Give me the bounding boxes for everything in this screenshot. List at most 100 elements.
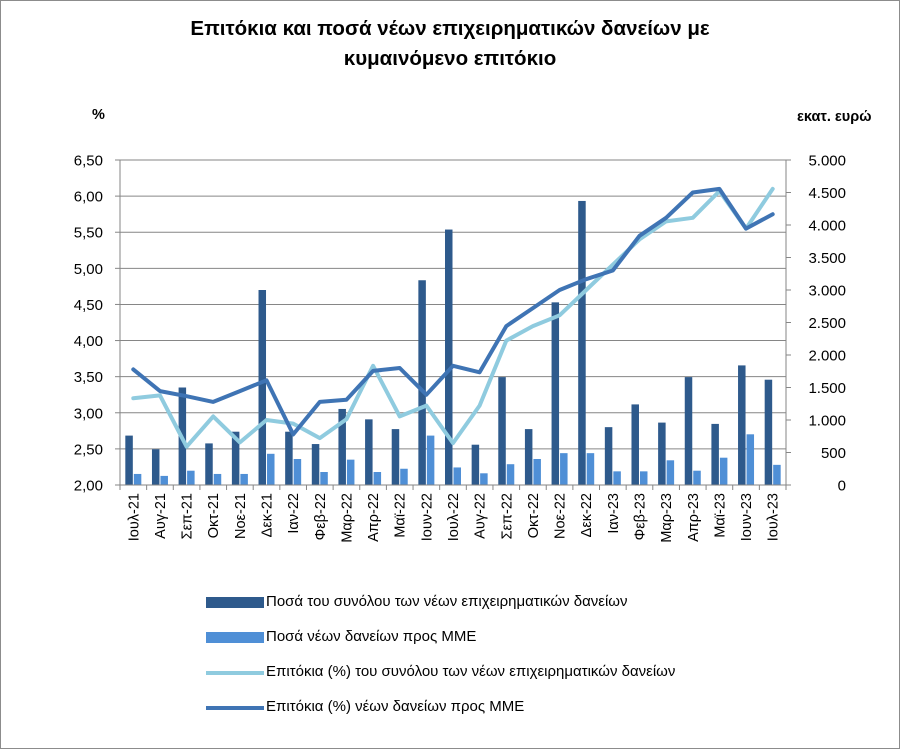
bar-sme-amount — [240, 473, 248, 485]
x-tick-label: Ιαν-23 — [606, 493, 622, 534]
bar-total-amount — [684, 377, 693, 485]
bar-total-amount — [471, 444, 480, 485]
bar-total-amount — [658, 422, 666, 485]
x-tick-label: Ιουν-22 — [419, 493, 435, 541]
x-tick-label: Ιουν-23 — [739, 493, 755, 541]
left-axis-unit: % — [92, 107, 105, 123]
x-tick-label: Οκτ-21 — [206, 493, 222, 538]
bar-total-amount — [338, 408, 346, 485]
x-tick-label: Απρ-23 — [686, 493, 702, 542]
bar-sme-amount — [506, 464, 515, 485]
bar-total-amount — [418, 280, 426, 485]
bar-sme-amount — [746, 434, 755, 485]
legend-label-total-rate: Επιτόκια (%) του συνόλου των νέων επιχει… — [266, 663, 676, 680]
x-tick-label: Δεκ-21 — [260, 493, 276, 537]
bar-total-amount — [391, 429, 400, 485]
bar-total-amount — [151, 449, 160, 485]
bar-total-amount — [738, 365, 746, 485]
bar-total-amount — [524, 429, 533, 485]
left-tick-label: 2,00 — [74, 478, 103, 495]
right-tick-label: 2.000 — [808, 348, 846, 365]
chart-plot-area: 2,00 2,50 3,00 3,50 4,00 4,50 5,00 5,50 6,00 6,50… — [74, 153, 846, 543]
bar-sme-amount — [613, 471, 621, 485]
x-tick-label: Απρ-22 — [366, 493, 382, 542]
legend-swatch-sme-amount — [206, 632, 264, 643]
bar-sme-amount — [320, 472, 328, 485]
bar-total-amount — [578, 200, 586, 485]
x-tick-label: Μαϊ-22 — [393, 493, 409, 538]
bar-sme-amount — [639, 471, 648, 485]
bar-sme-amount — [160, 475, 168, 485]
x-tick-label: Οκτ-22 — [526, 493, 542, 538]
bar-sme-amount — [533, 459, 541, 485]
chart-title-line-2: κυμαινόμενο επιτόκιο — [343, 47, 557, 70]
bar-sme-amount — [773, 464, 781, 485]
x-tick-label: Σεπ-22 — [499, 493, 515, 539]
bar-sme-amount — [453, 467, 461, 485]
bar-sme-amount — [133, 473, 142, 485]
bar-total-amount — [285, 431, 293, 485]
x-tick-label: Αυγ-22 — [473, 493, 489, 539]
x-tick-label: Μαρ-23 — [659, 493, 675, 543]
x-tick-label: Ιουλ-23 — [766, 493, 782, 541]
legend-label-total-amount: Ποσά του συνόλου των νέων επιχειρηματικώ… — [266, 593, 628, 610]
x-tick-label: Ιαν-22 — [286, 493, 302, 534]
right-tick-label: 500 — [821, 445, 846, 462]
bar-sme-amount — [560, 453, 568, 485]
left-tick-label: 4,50 — [74, 297, 103, 314]
bar-total-amount — [258, 290, 267, 485]
x-tick-label: Φεβ-22 — [313, 493, 329, 540]
legend-label-sme-amount: Ποσά νέων δανείων προς ΜΜΕ — [266, 628, 477, 645]
right-tick-label: 1.000 — [808, 413, 846, 430]
right-tick-label: 4.000 — [808, 218, 846, 235]
bar-sme-amount — [480, 473, 488, 485]
x-tick-label: Νοε-22 — [553, 493, 569, 539]
chart-title-line-1: Επιτόκια και ποσά νέων επιχειρηματικών δ… — [190, 17, 710, 40]
bar-total-amount — [445, 229, 453, 485]
x-tick-label: Δεκ-22 — [579, 493, 595, 537]
legend-label-sme-rate: Επιτόκια (%) νέων δανείων προς ΜΜΕ — [266, 698, 525, 715]
bar-sme-amount — [346, 459, 355, 485]
bar-sme-amount — [213, 473, 222, 485]
bar-sme-amount — [666, 460, 675, 485]
x-tick-label: Ιουλ-22 — [446, 493, 462, 541]
left-tick-label: 6,00 — [74, 189, 103, 206]
bar-sme-amount — [373, 472, 382, 485]
bar-sme-amount — [719, 457, 728, 485]
bar-sme-amount — [187, 470, 195, 485]
x-tick-label: Ιουλ-21 — [126, 493, 142, 541]
right-tick-label: 3.500 — [808, 250, 846, 267]
right-tick-label: 4.500 — [808, 185, 846, 202]
x-tick-label: Αυγ-21 — [153, 493, 169, 539]
left-tick-label: 5,50 — [74, 225, 103, 242]
left-tick-label: 3,00 — [74, 405, 103, 422]
x-tick-label: Φεβ-23 — [632, 493, 648, 540]
x-tick-label: Νοε-21 — [233, 493, 249, 539]
bar-sme-amount — [267, 453, 275, 485]
right-tick-label: 3.000 — [808, 283, 846, 300]
bar-total-amount — [311, 444, 320, 485]
left-tick-label: 6,50 — [74, 153, 103, 170]
bar-total-amount — [551, 302, 560, 485]
right-tick-label: 2.500 — [808, 315, 846, 332]
left-tick-label: 4,00 — [74, 333, 103, 350]
bar-total-amount — [231, 431, 240, 485]
bar-total-amount — [711, 423, 719, 485]
bar-total-amount — [125, 435, 133, 485]
legend-swatch-total-amount — [206, 597, 264, 608]
chart-title: Επιτόκια και ποσά νέων επιχειρηματικών δ… — [0, 14, 900, 74]
legend-swatch-sme-rate — [206, 706, 264, 710]
right-tick-label: 1.500 — [808, 380, 846, 397]
bar-sme-amount — [693, 470, 701, 485]
right-axis-unit: εκατ. ευρώ — [797, 109, 872, 125]
left-tick-label: 2,50 — [74, 441, 103, 458]
x-tick-label: Μαρ-22 — [339, 493, 355, 543]
bar-total-amount — [764, 379, 773, 485]
bar-total-amount — [631, 404, 639, 485]
bar-total-amount — [365, 419, 373, 485]
legend-swatch-total-rate — [206, 671, 264, 675]
right-tick-label: 0 — [838, 478, 846, 495]
bar-sme-amount — [293, 459, 302, 485]
left-tick-label: 3,50 — [74, 369, 103, 386]
bar-sme-amount — [586, 453, 595, 485]
